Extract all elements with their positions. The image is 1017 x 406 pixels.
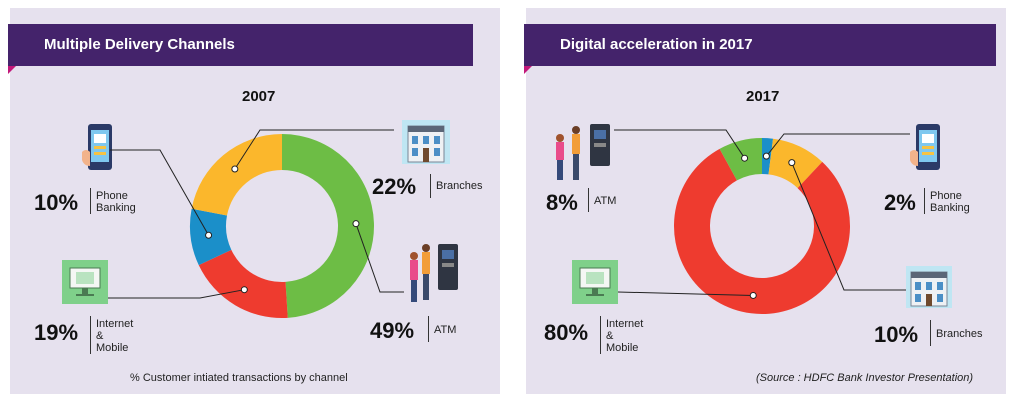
right-footnote: (Source : HDFC Bank Investor Presentatio… [756, 372, 974, 384]
leader-dot-internet [240, 286, 248, 294]
leader-line-branches [791, 162, 906, 291]
atm-icon [410, 244, 458, 302]
phone-banking-separator [924, 188, 925, 214]
leader-line-internet [617, 291, 754, 296]
atm-separator [588, 188, 589, 212]
phone-banking-pct: 2% [884, 190, 916, 215]
internet-mobile-pct: 80% [544, 320, 589, 345]
donut-slice-atm [719, 138, 762, 181]
left-footnote: % Customer intiated transactions by chan… [130, 372, 348, 384]
phone-banking-label: Phone Banking [96, 190, 136, 214]
left-chart-title: 2007 [242, 88, 276, 105]
leader-line-branches [234, 129, 394, 170]
branches-icon [906, 266, 952, 308]
atm-pct: 49% [370, 318, 415, 343]
leader-dot-branches [788, 159, 796, 167]
branches-separator [930, 320, 931, 346]
internet-mobile-icon [572, 260, 618, 304]
branches-pct: 10% [874, 322, 919, 347]
leader-line-phone [110, 149, 210, 236]
donut-slice-internet [674, 148, 850, 314]
atm-separator [428, 316, 429, 342]
internet-mobile-label: Internet & Mobile [606, 318, 644, 354]
leader-dot-internet [749, 291, 757, 299]
branches-separator [430, 174, 431, 198]
leader-dot-phone [762, 152, 770, 160]
right-chart-title: 2017 [746, 88, 780, 105]
donut-slice-branches [191, 134, 282, 216]
atm-label: ATM [594, 195, 617, 207]
atm-label: ATM [434, 324, 457, 336]
phone-banking-icon [910, 124, 940, 170]
leader-dot-branches [231, 165, 239, 173]
internet-mobile-separator [600, 316, 601, 354]
internet-mobile-pct: 19% [34, 320, 79, 345]
atm-pct: 8% [546, 190, 578, 215]
leader-line-atm [355, 223, 404, 293]
branches-label: Branches [436, 180, 483, 192]
left-panel: Multiple Delivery Channels 2007 10% Pho [8, 8, 500, 394]
right-banner-accent [524, 66, 532, 74]
leader-dot-phone [205, 231, 213, 239]
phone-banking-separator [90, 188, 91, 214]
phone-banking-pct: 10% [34, 190, 79, 215]
right-banner-title: Digital acceleration in 2017 [524, 24, 996, 66]
leader-line-phone [766, 133, 910, 157]
leader-dot-atm [352, 220, 360, 228]
branches-pct: 22% [372, 174, 417, 199]
internet-mobile-label: Internet & Mobile [96, 318, 134, 354]
left-donut-chart [108, 129, 404, 318]
right-donut-chart [614, 129, 910, 314]
phone-banking-label: Phone Banking [930, 190, 970, 214]
atm-icon [556, 124, 610, 180]
right-panel: Digital acceleration in 2017 2017 8% ATM [524, 8, 1006, 394]
leader-line-internet [108, 289, 245, 299]
donut-slice-branches [768, 138, 823, 189]
left-banner-accent [8, 66, 16, 74]
phone-banking-icon [82, 124, 112, 170]
internet-mobile-separator [90, 316, 91, 354]
internet-mobile-icon [62, 260, 108, 304]
donut-slice-atm [282, 134, 374, 318]
leader-dot-atm [741, 154, 749, 162]
branches-label: Branches [936, 328, 983, 340]
donut-slice-internet [198, 249, 288, 318]
left-banner-title: Multiple Delivery Channels [8, 24, 473, 66]
leader-line-atm [614, 129, 746, 159]
branches-icon [402, 120, 450, 164]
